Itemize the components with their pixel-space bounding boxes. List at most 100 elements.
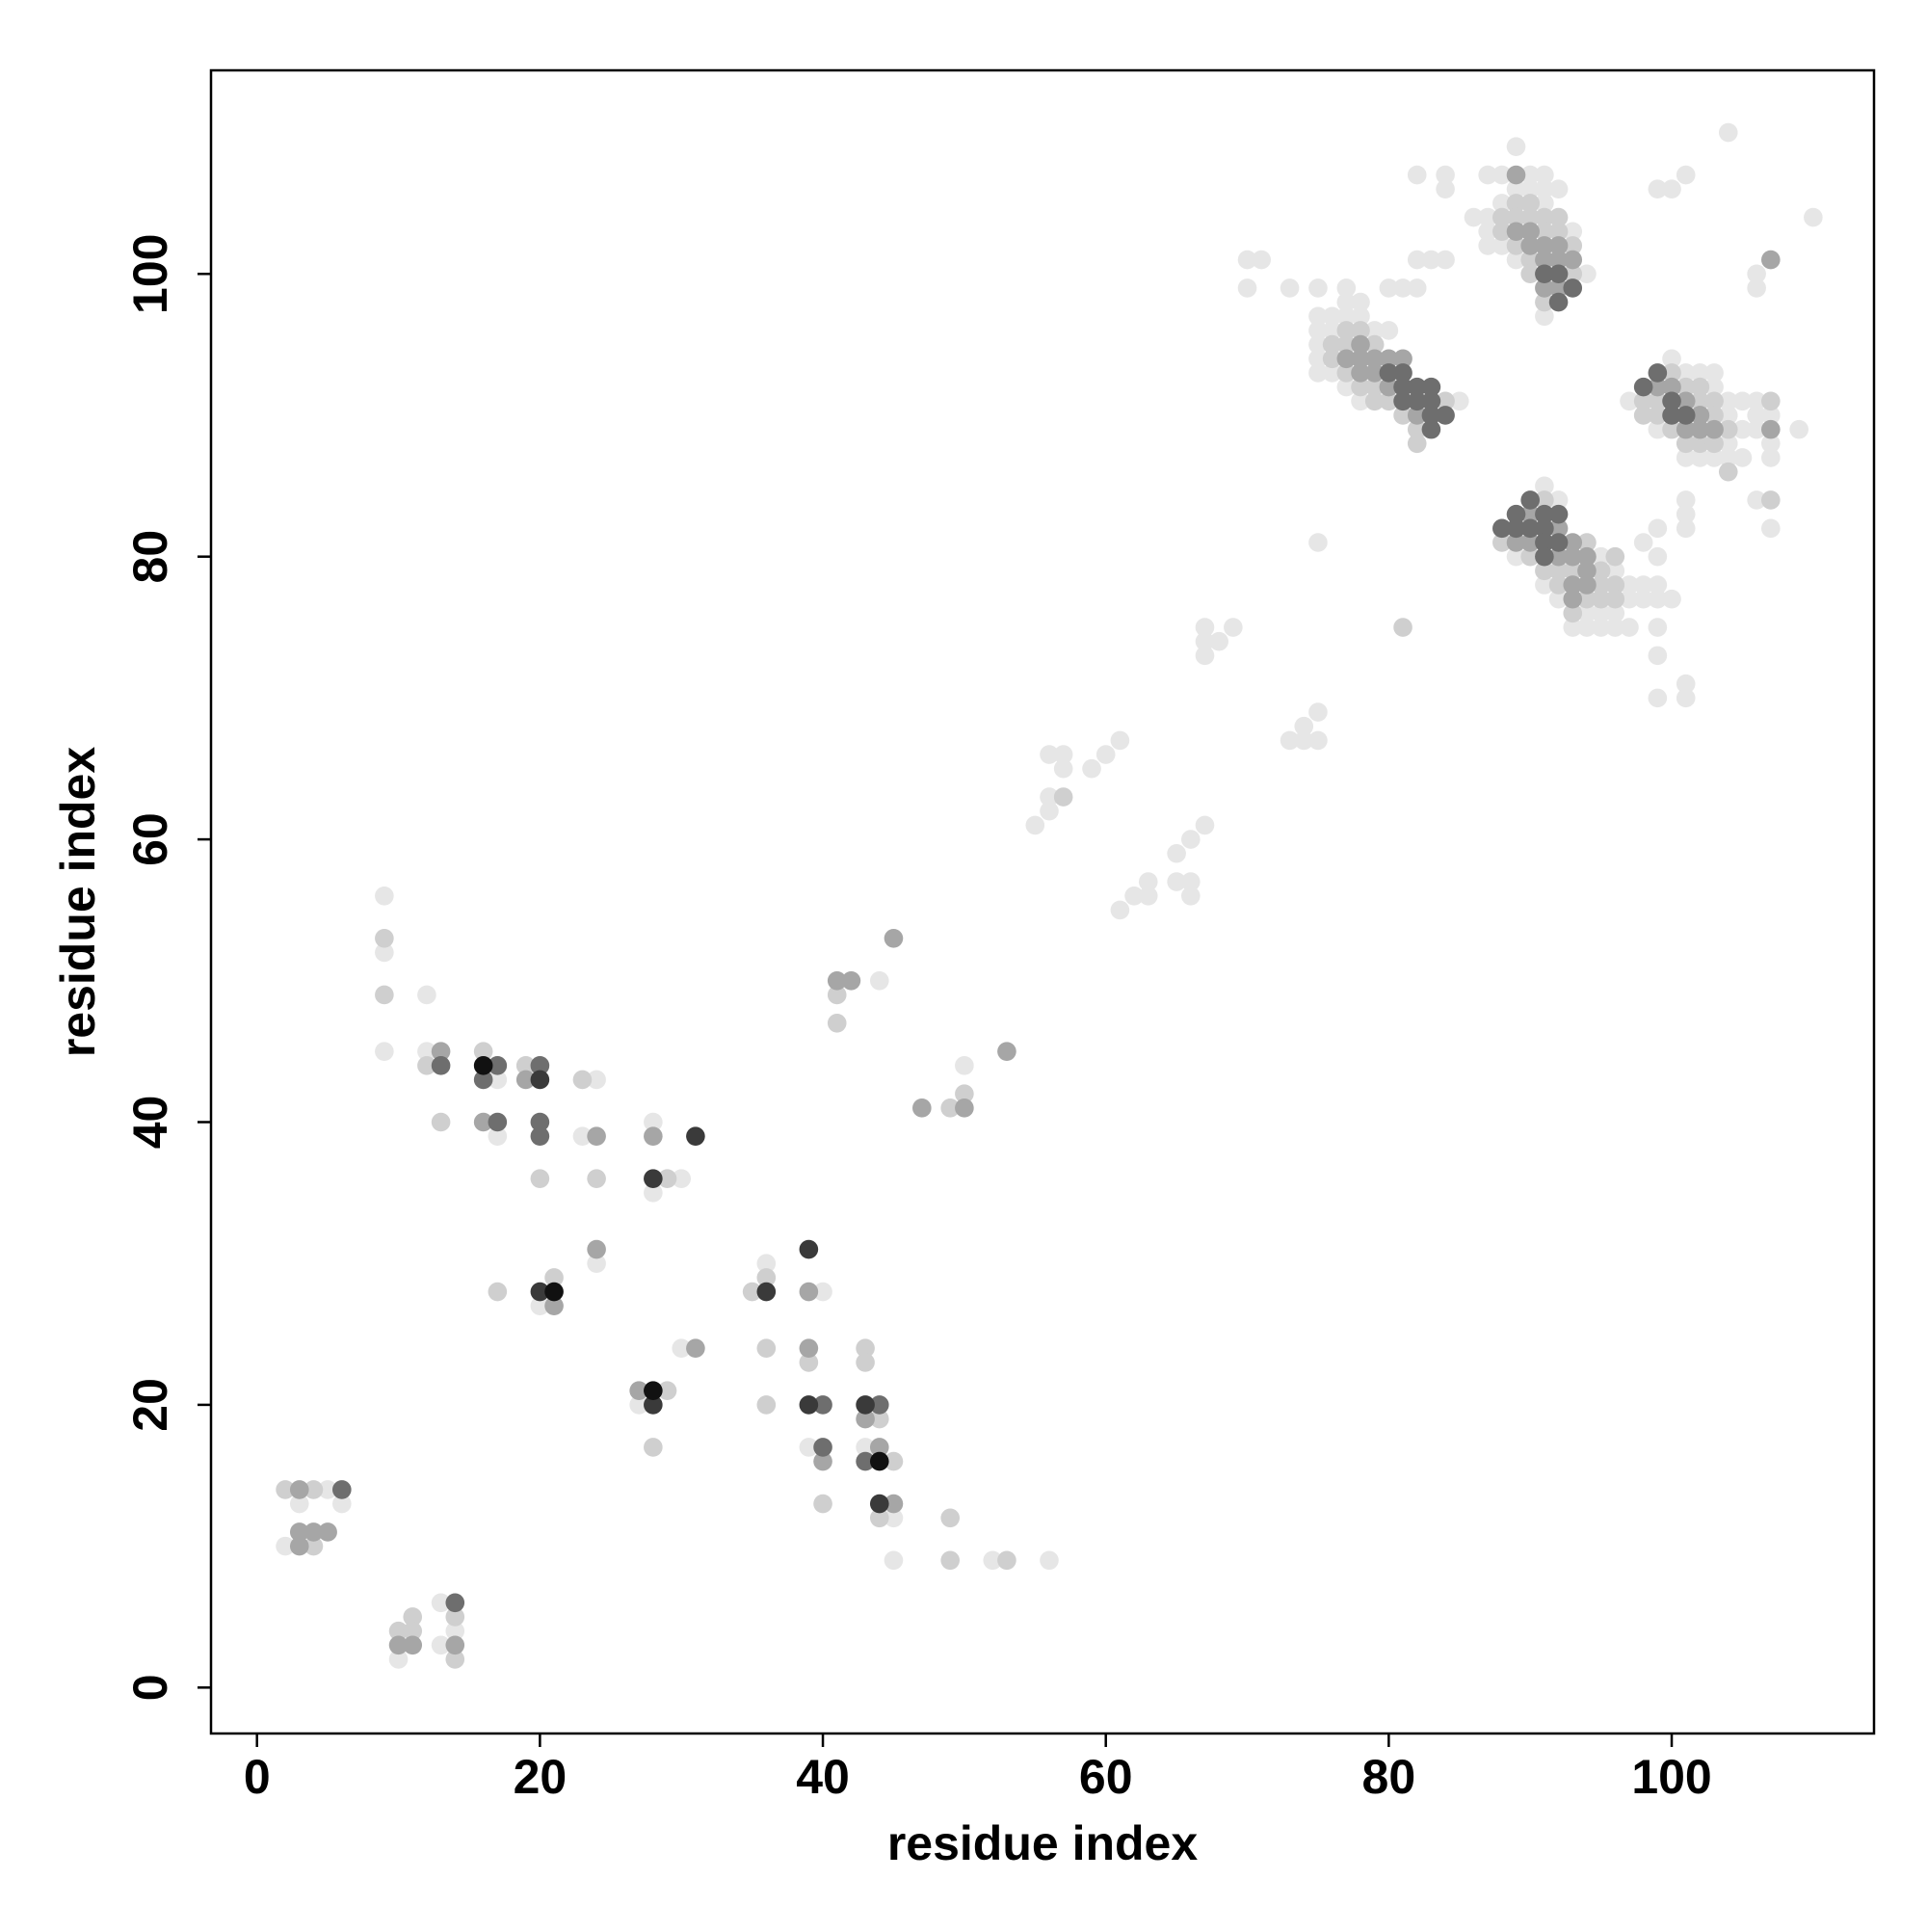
point [1492, 165, 1512, 185]
point [1379, 363, 1399, 383]
point [1704, 391, 1724, 411]
point [304, 1536, 324, 1556]
point [827, 985, 847, 1005]
y-tick-label: 60 [123, 812, 177, 866]
point [1577, 575, 1597, 595]
point [417, 985, 436, 1005]
point [1379, 321, 1399, 340]
point [1407, 419, 1427, 439]
point [869, 1438, 889, 1457]
point [644, 1126, 663, 1146]
point [1676, 406, 1696, 425]
point [1364, 391, 1385, 411]
point [1577, 618, 1597, 637]
point [644, 1183, 663, 1203]
point [1492, 222, 1512, 242]
point [1563, 575, 1583, 595]
point [756, 1338, 777, 1359]
point [403, 1635, 423, 1655]
point [1548, 575, 1569, 595]
point [1648, 646, 1668, 666]
point [1478, 165, 1497, 185]
point [1492, 533, 1512, 552]
point [1478, 207, 1497, 227]
point [1351, 306, 1370, 327]
point [1690, 419, 1710, 439]
point [1336, 306, 1357, 327]
point [1138, 872, 1158, 891]
point [856, 1353, 875, 1372]
point [1040, 787, 1059, 807]
point [1605, 618, 1625, 637]
point [1421, 406, 1441, 425]
point [587, 1126, 606, 1146]
point [1535, 194, 1554, 213]
point [1690, 406, 1710, 425]
point [1676, 165, 1696, 185]
point [1040, 1550, 1059, 1571]
point [841, 970, 861, 991]
point [1690, 377, 1710, 397]
point [318, 1480, 337, 1499]
point [1421, 250, 1441, 270]
point [1548, 533, 1569, 552]
x-tick-label: 0 [244, 1750, 271, 1804]
point [1407, 165, 1427, 185]
point [1364, 363, 1385, 383]
point [1548, 236, 1569, 255]
point [1563, 264, 1583, 284]
point [388, 1621, 409, 1641]
point [375, 886, 394, 906]
point [756, 1268, 777, 1287]
point [1535, 518, 1554, 539]
point [1620, 618, 1639, 637]
point [1449, 391, 1469, 411]
y-tick-label: 20 [123, 1378, 177, 1432]
point [1704, 377, 1724, 397]
point [869, 1508, 889, 1528]
point [304, 1522, 324, 1542]
point [1591, 575, 1611, 595]
point [1535, 236, 1554, 255]
point [375, 928, 394, 948]
point [1421, 419, 1441, 439]
point [445, 1621, 465, 1641]
point [1492, 207, 1512, 227]
point [1407, 434, 1427, 454]
point [1535, 504, 1554, 524]
point [304, 1480, 324, 1499]
point [431, 1042, 451, 1061]
point [742, 1282, 762, 1302]
point [1308, 321, 1328, 340]
point [445, 1635, 465, 1655]
point [940, 1550, 960, 1571]
point [1124, 886, 1144, 906]
point [1364, 321, 1385, 340]
point [1548, 222, 1569, 242]
point [1563, 561, 1583, 581]
point [884, 1508, 904, 1528]
point [1548, 264, 1569, 284]
point [1478, 222, 1497, 242]
x-axis-title: residue index [887, 1816, 1199, 1870]
point [1563, 222, 1583, 242]
point [1095, 745, 1116, 764]
point [1732, 419, 1753, 439]
point [473, 1042, 493, 1061]
point [1704, 419, 1724, 439]
point [1492, 236, 1512, 255]
point [644, 1112, 663, 1132]
point [1379, 349, 1399, 369]
point [1407, 406, 1427, 425]
point [869, 1494, 889, 1514]
point [869, 970, 889, 991]
point [1548, 546, 1569, 567]
point [1520, 236, 1541, 255]
point [1648, 589, 1668, 609]
point [1520, 250, 1541, 270]
y-tick-label: 80 [123, 530, 177, 584]
point [1648, 546, 1668, 567]
point [1676, 377, 1696, 397]
point [1718, 448, 1738, 467]
